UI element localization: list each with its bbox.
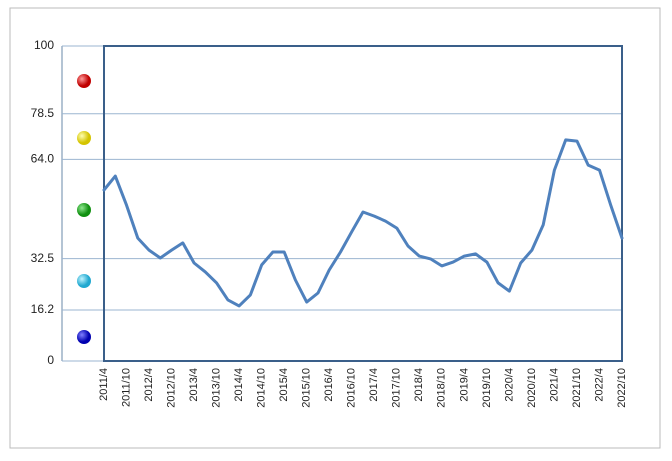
x-tick-label: 2012/10 bbox=[165, 368, 177, 408]
y-tick-label: 16.2 bbox=[31, 302, 55, 316]
x-tick-label: 2016/10 bbox=[346, 368, 358, 408]
x-tick-label: 2012/4 bbox=[143, 368, 155, 402]
y-tick-label: 78.5 bbox=[31, 106, 55, 120]
x-tick-label: 2011/10 bbox=[120, 368, 132, 407]
plot-frame bbox=[103, 45, 623, 362]
frame bbox=[9, 7, 661, 449]
x-tick-label: 2017/10 bbox=[391, 368, 403, 408]
data-line bbox=[102, 138, 624, 308]
x-tick-label: 2014/4 bbox=[233, 368, 245, 402]
x-tick-label: 2016/4 bbox=[323, 368, 335, 402]
x-tick-label: 2013/4 bbox=[188, 368, 200, 402]
x-tick-label: 2021/4 bbox=[548, 368, 560, 402]
x-tick-label: 2015/10 bbox=[301, 368, 313, 408]
x-tick-label: 2019/10 bbox=[481, 368, 493, 408]
y-tick-label: 32.5 bbox=[31, 251, 55, 265]
x-tick-label: 2022/4 bbox=[593, 368, 605, 402]
x-tick-label: 2018/4 bbox=[413, 368, 425, 402]
yellow-dot bbox=[77, 131, 91, 145]
blue-dot bbox=[77, 330, 91, 344]
red-dot bbox=[77, 74, 91, 88]
x-tick-label: 2011/4 bbox=[98, 368, 110, 401]
y-tick-label: 100 bbox=[34, 38, 54, 52]
x-tick-label: 2022/10 bbox=[616, 368, 628, 408]
x-tick-label: 2020/10 bbox=[526, 368, 538, 408]
x-tick-label: 2013/10 bbox=[211, 368, 223, 408]
cyan-dot bbox=[77, 274, 91, 288]
x-tick-label: 2020/4 bbox=[503, 368, 515, 402]
y-tick-label: 64.0 bbox=[31, 152, 55, 166]
x-tick-label: 2015/4 bbox=[278, 368, 290, 402]
x-tick-label: 2014/10 bbox=[256, 368, 268, 408]
y-tick-label: 0 bbox=[47, 353, 54, 367]
green-dot bbox=[77, 203, 91, 217]
x-tick-label: 2021/10 bbox=[571, 368, 583, 408]
x-tick-label: 2018/10 bbox=[436, 368, 448, 408]
x-tick-label: 2019/4 bbox=[458, 368, 470, 402]
x-tick-label: 2017/4 bbox=[368, 368, 380, 402]
